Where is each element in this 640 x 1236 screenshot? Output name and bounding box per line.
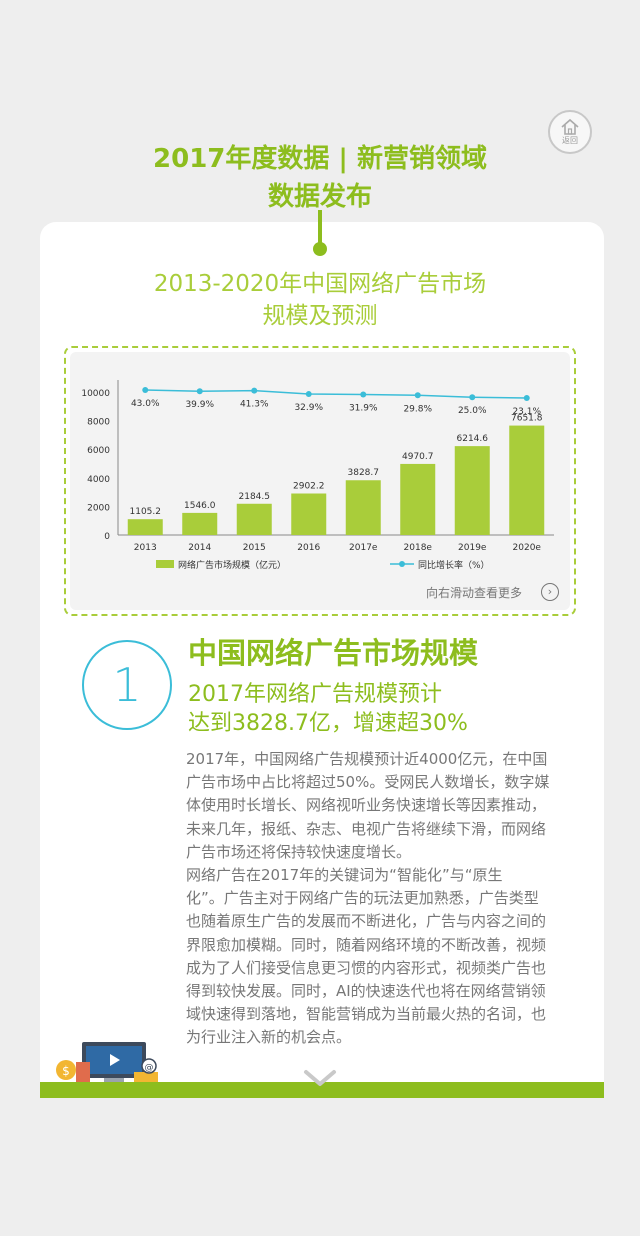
bar — [236, 503, 272, 535]
y-tick-label: 4000 — [87, 475, 110, 485]
y-tick-label: 0 — [104, 532, 110, 542]
bar — [454, 446, 490, 535]
svg-text:$: $ — [62, 1064, 70, 1078]
bar-line-chart: 0 2000 4000 6000 8000 10000 1105.2 2013 1546.0 20… — [81, 380, 554, 571]
footer-band — [40, 1082, 604, 1098]
bar-data-label: 6214.6 — [457, 434, 489, 444]
x-tick-label: 2015 — [243, 543, 266, 553]
growth-data-label: 32.9% — [294, 403, 323, 413]
arrow-right-icon[interactable]: › — [541, 583, 559, 601]
bar-data-label: 2184.5 — [239, 492, 271, 502]
growth-point — [360, 391, 367, 398]
scroll-hint[interactable]: 向右滑动查看更多 — [426, 586, 523, 600]
growth-line — [145, 389, 527, 399]
growth-point — [523, 395, 530, 401]
growth-data-label: 43.0% — [131, 399, 160, 409]
legend-line-label: 同比增长率（%） — [418, 559, 490, 571]
y-tick-label: 8000 — [87, 418, 110, 428]
bar-data-label: 2902.2 — [293, 481, 325, 491]
body-line: 成为了人们接受信息更习惯的内容形式，视频类广告也 — [186, 958, 547, 977]
body-line: 也随着原生广告的发展而不断进化，广告与内容之间的 — [186, 912, 547, 931]
bar — [127, 519, 163, 535]
body-line: 化”。广告主对于网络广告的玩法更加熟悉，广告类型 — [186, 889, 539, 908]
y-tick-label: 2000 — [87, 503, 110, 513]
x-tick-label: 2014 — [188, 543, 211, 553]
chart-title-line2: 规模及预测 — [262, 303, 378, 329]
body-line: 为行业注入新的机会点。 — [186, 1028, 352, 1047]
section-body: 2017年，中国网络广告规模预计近4000亿元，在中国 广告市场中占比将超过50%… — [186, 748, 578, 1050]
legend-line-marker — [399, 561, 405, 567]
bar — [345, 480, 381, 535]
body-line: 网络广告在2017年的关键词为“智能化”与“原生 — [186, 866, 503, 885]
body-line: 体使用时长增长、网络视听业务快速增长等因素推动， — [186, 796, 547, 815]
chart-title-line1: 2013-2020年中国网络广告市场 — [153, 271, 487, 297]
growth-data-label: 23.1% — [512, 407, 541, 417]
chart-container[interactable]: 0 2000 4000 6000 8000 10000 1105.2 2013 1546.0 20… — [64, 346, 576, 616]
growth-data-label: 25.0% — [458, 406, 487, 416]
growth-data-label: 31.9% — [349, 403, 378, 413]
section-subtitle-line2: 达到3828.7亿，增速超30% — [188, 711, 468, 736]
growth-point — [251, 387, 258, 394]
body-line: 广告市场中占比将超过50%。受网民人数增长，数字媒 — [186, 773, 550, 792]
section-subtitle: 2017年网络广告规模预计 达到3828.7亿，增速超30% — [188, 680, 468, 738]
section-number-circle: 1 — [82, 640, 172, 730]
bar-data-label: 3828.7 — [348, 468, 380, 478]
bar — [182, 512, 218, 535]
chart-background: 0 2000 4000 6000 8000 10000 1105.2 2013 1546.0 20… — [70, 352, 570, 610]
growth-point — [196, 388, 203, 395]
paragraph-2: 网络广告在2017年的关键词为“智能化”与“原生化”。广告主对于网络广告的玩法更… — [186, 864, 578, 1050]
growth-data-label: 29.8% — [403, 404, 432, 414]
section-subtitle-line1: 2017年网络广告规模预计 — [188, 682, 442, 707]
home-label: 返回 — [562, 136, 578, 145]
body-line: 域快速得到落地，智能营销成为当前最火热的名词，也 — [186, 1005, 547, 1024]
legend-bar-label: 网络广告市场规模（亿元） — [178, 559, 286, 571]
marketing-illustration: $ @ — [56, 1042, 158, 1090]
connector-line — [318, 210, 322, 246]
body-line: 界限愈加模糊。同时，随着网络环境的不断改善，视频 — [186, 935, 547, 954]
bar-data-label: 4970.7 — [402, 452, 434, 462]
section-title: 中国网络广告市场规模 — [188, 636, 479, 670]
y-tick-label: 6000 — [87, 446, 110, 456]
home-button[interactable]: 返回 — [548, 110, 592, 154]
bar-data-label: 7651.8 — [511, 414, 543, 424]
connector-dot — [313, 242, 327, 256]
chart-title: 2013-2020年中国网络广告市场 规模及预测 — [0, 268, 640, 332]
growth-point — [469, 394, 476, 401]
chevron-down-icon[interactable] — [300, 1068, 340, 1090]
page-header: 2017年度数据 | 新营销领域 数据发布 — [0, 140, 640, 216]
bar — [291, 493, 327, 535]
growth-data-label: 39.9% — [185, 400, 214, 410]
growth-point — [414, 392, 421, 399]
bar-data-label: 1546.0 — [184, 501, 216, 511]
body-line: 广告市场还将保持较快速度增长。 — [186, 842, 412, 861]
x-tick-label: 2013 — [134, 543, 157, 553]
x-tick-label: 2017e — [349, 543, 378, 553]
y-tick-label: 10000 — [81, 389, 110, 399]
body-line: 得到较快发展。同时，AI的快速迭代也将在网络营销领 — [186, 982, 546, 1001]
x-tick-label: 2019e — [458, 543, 487, 553]
growth-data-label: 41.3% — [240, 400, 269, 410]
legend-bar-swatch — [156, 560, 174, 568]
bar — [400, 463, 436, 535]
svg-text:@: @ — [145, 1063, 154, 1073]
x-tick-label: 2016 — [297, 543, 320, 553]
x-tick-label: 2020e — [513, 543, 542, 553]
page-title-line2: 数据发布 — [267, 182, 372, 212]
home-icon — [561, 118, 579, 135]
bar-data-label: 1105.2 — [130, 507, 162, 517]
growth-point — [142, 387, 149, 393]
body-line: 未来几年，报纸、杂志、电视广告将继续下滑，而网络 — [186, 819, 547, 838]
growth-point — [305, 391, 312, 398]
body-line: 2017年，中国网络广告规模预计近4000亿元，在中国 — [186, 750, 548, 768]
paragraph-1: 2017年，中国网络广告规模预计近4000亿元，在中国 广告市场中占比将超过50%… — [186, 748, 578, 864]
page-title-line1: 2017年度数据 | 新营销领域 — [153, 144, 487, 174]
x-tick-label: 2018e — [404, 543, 433, 553]
bar — [509, 425, 545, 535]
